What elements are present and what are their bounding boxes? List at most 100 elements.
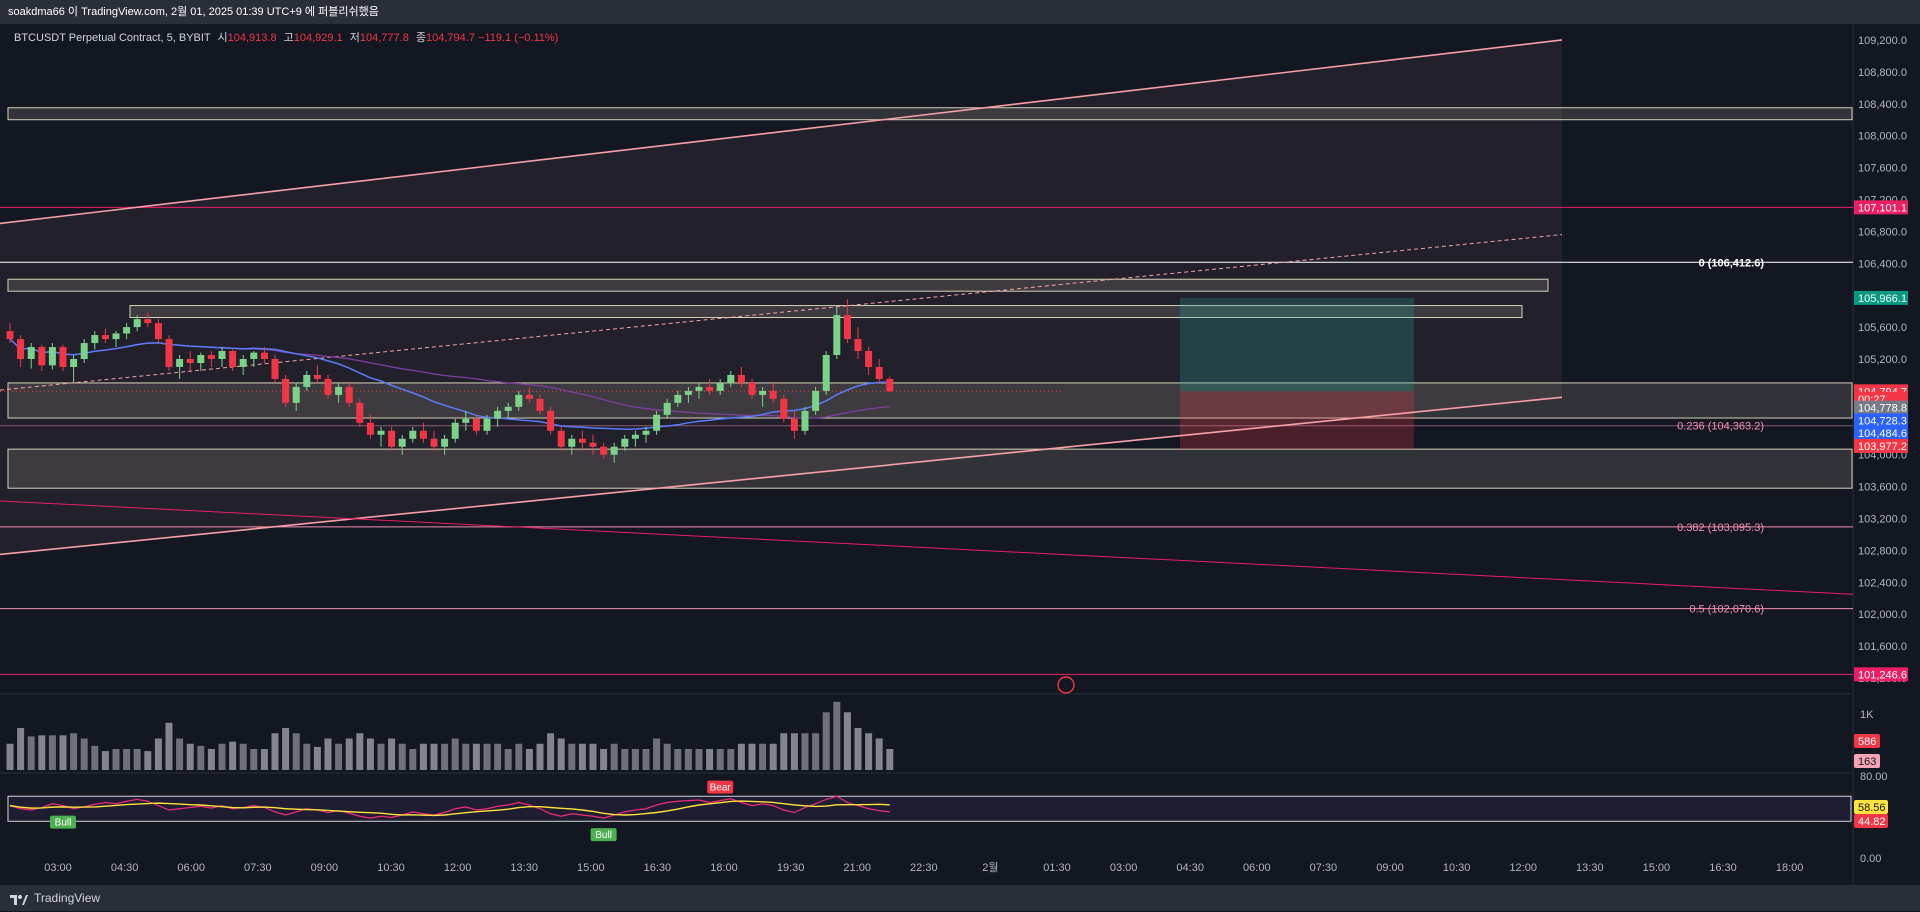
candle-body [515, 394, 523, 407]
fib-level-label: 0.236 (104,363.2) [1677, 421, 1764, 433]
volume-bar [186, 743, 194, 770]
time-tick-label: 04:30 [1176, 862, 1204, 874]
price-tick-label: 105,200.0 [1858, 354, 1907, 366]
candle-body [313, 374, 321, 379]
price-badge-label: 104,778.8 [1858, 403, 1907, 415]
volume-bar [759, 743, 767, 770]
volume-bar [631, 749, 639, 770]
price-badge-label: 104,728.3 [1858, 415, 1907, 427]
volume-bar [366, 738, 374, 770]
long-position-stop[interactable] [1180, 391, 1414, 450]
candle-body [250, 352, 258, 359]
volume-bar [70, 733, 78, 770]
price-tick-label: 102,000.0 [1858, 609, 1907, 621]
volume-bar [854, 728, 862, 770]
volume-bar [833, 701, 841, 770]
rsi-line [9, 795, 890, 819]
rsi-ma-line [9, 800, 890, 817]
time-tick-label: 03:00 [44, 862, 72, 874]
long-position-target[interactable] [1180, 297, 1414, 392]
candle-body [218, 351, 226, 359]
bull-signal-badge [590, 828, 617, 842]
candle-body [197, 355, 205, 363]
candle-body [865, 351, 873, 367]
time-tick-label: 16:30 [644, 862, 672, 874]
volume-bar [377, 743, 385, 770]
candle-body [557, 430, 565, 447]
rsi-badge [1854, 800, 1888, 814]
volume-bar [282, 728, 290, 770]
fib-level-label: 0 (106,412.6) [1699, 257, 1765, 269]
candle-body [409, 430, 417, 439]
candle-body [759, 390, 767, 395]
candle-body [621, 438, 629, 447]
price-badge [1854, 400, 1908, 415]
candle-body [790, 418, 798, 431]
volume-bar [875, 738, 883, 770]
rsi-badge-label: 58.56 [1858, 802, 1886, 814]
support-zone[interactable] [7, 382, 1853, 419]
volume-bar [822, 712, 830, 770]
channel-lower-line[interactable] [0, 396, 1563, 556]
price-tick-label: 103,200.0 [1858, 514, 1907, 526]
candle-body [260, 352, 268, 359]
volume-bar [59, 735, 67, 770]
alert-bolt-icon[interactable] [1057, 676, 1075, 694]
volume-badge-label: 586 [1858, 736, 1876, 748]
resistance-zone[interactable] [129, 305, 1523, 319]
time-tick-label: 12:00 [1509, 862, 1537, 874]
candle-body [101, 335, 109, 340]
volume-bar [239, 743, 247, 770]
volume-bar [536, 743, 544, 770]
time-tick-label: 22:30 [910, 862, 938, 874]
candle-body [727, 374, 735, 383]
volume-bar [419, 743, 427, 770]
candle-body [303, 374, 311, 387]
time-tick-label: 07:30 [244, 862, 272, 874]
volume-bar [271, 733, 279, 770]
volume-bar [154, 738, 162, 770]
candle-body [642, 430, 650, 435]
low-value: 104,777.8 [359, 32, 409, 44]
candle-body [462, 418, 470, 423]
candle-body [536, 398, 544, 411]
channel-upper-line[interactable] [0, 39, 1563, 225]
trading-chart[interactable]: Bull Bull Bear 109,200.0 108,800.0 108,400.0… [0, 24, 1920, 885]
descending-trendline[interactable] [0, 500, 1853, 595]
resistance-zone[interactable] [7, 278, 1549, 292]
candle-body [80, 343, 88, 359]
price-badge [1854, 667, 1908, 682]
volume-bar [176, 738, 184, 770]
volume-bar [515, 743, 523, 770]
candle-body [822, 355, 830, 391]
time-tick-label: 09:00 [1376, 862, 1404, 874]
high-value: 104,929.1 [293, 32, 343, 44]
volume-bar [663, 743, 671, 770]
candle-body [27, 347, 35, 359]
volume-bar [430, 743, 438, 770]
time-tick-label: 18:00 [710, 862, 738, 874]
candle-body [706, 386, 714, 391]
volume-bar [101, 751, 109, 770]
time-tick-label: 19:30 [777, 862, 805, 874]
channel-mid-dashed-line[interactable] [0, 234, 1563, 391]
volume-bar [843, 712, 851, 770]
candle-body [684, 390, 692, 395]
volume-bar [250, 749, 258, 770]
volume-bar [769, 743, 777, 770]
candle-body [843, 315, 851, 340]
candle-body [271, 359, 279, 379]
candle-body [207, 355, 215, 359]
volume-bar [345, 738, 353, 770]
time-tick-label: 07:30 [1310, 862, 1338, 874]
candle-body [653, 414, 661, 431]
time-tick-label: 2월 [982, 861, 998, 874]
volume-bar [706, 749, 714, 770]
volume-bar [292, 733, 300, 770]
candle-body [377, 430, 385, 435]
volume-bar [812, 733, 820, 770]
footer-brand[interactable]: TradingView [34, 891, 101, 905]
time-tick-label: 15:00 [1643, 862, 1671, 874]
support-zone[interactable] [7, 448, 1853, 489]
volume-bar [578, 743, 586, 770]
